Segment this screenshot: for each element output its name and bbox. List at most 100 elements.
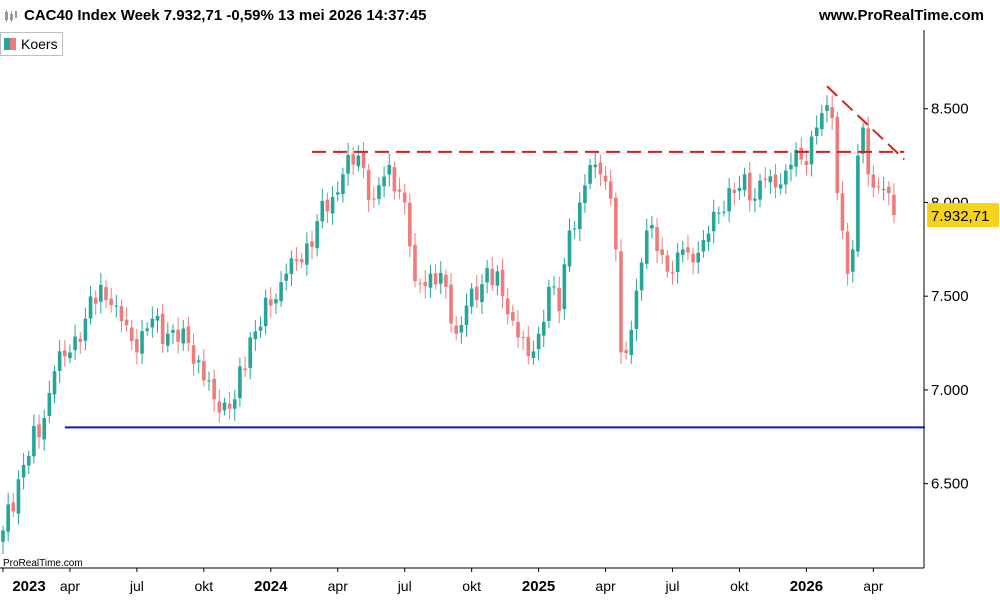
candle [397,177,402,200]
candle-body [567,230,572,267]
candle [166,322,170,353]
candle-body [315,221,319,249]
candle [624,341,628,360]
candle-body [274,299,278,304]
candle [480,274,484,315]
candle [315,214,319,257]
candle-body [536,333,541,350]
candle-body [47,393,52,416]
candle-body [861,127,865,154]
candle [516,309,520,349]
candle [330,186,335,225]
candle-body [732,189,737,194]
candle-body [521,337,525,339]
candle-body [387,164,392,175]
candle [711,199,716,244]
candle [433,264,438,290]
candle [732,182,737,206]
candle-body [820,113,824,130]
candle-body [284,273,289,281]
annotations-group [64,85,925,429]
candle [377,177,381,205]
candle-body [531,351,536,359]
candle [541,309,546,348]
candle [840,181,845,239]
candle [701,229,706,258]
candle [634,278,639,342]
candle [42,409,46,451]
candle [428,264,433,298]
candle [747,162,752,212]
candle-body [655,227,659,251]
candle-body [16,479,21,514]
x-tick-label: apr [328,578,349,594]
plot-area[interactable] [0,30,924,568]
candle [68,344,72,364]
candle-body [438,272,443,284]
candle [423,270,428,299]
candle [753,187,757,213]
candle [593,152,598,179]
candle-body [727,188,731,212]
candle [408,193,412,258]
candle-body [196,360,201,363]
candle-body [11,502,16,512]
candle-body [346,154,350,174]
candle-body [382,176,386,187]
candle-body [681,249,685,255]
candle-body [104,287,108,301]
candle-body [37,424,41,438]
candle [217,389,222,423]
candle-body [366,169,371,200]
candle-body [202,360,206,381]
candle-body [263,297,268,327]
candle-body [619,251,623,353]
candle [274,293,278,315]
candle [789,152,793,182]
candle [320,188,325,229]
candle [722,200,726,217]
candle [310,230,314,260]
candle [305,232,309,276]
candle-swatch-icon [4,38,16,50]
brand-link[interactable]: www.ProRealTime.com [818,7,984,24]
candle-body [784,170,788,185]
candle-body [26,455,31,466]
candle-body [428,273,433,288]
candle [258,316,263,338]
candle-body [665,255,670,272]
candle [387,153,392,187]
candle [691,248,695,275]
candle-body [99,284,103,302]
candle-body [572,228,577,230]
candle-body [541,321,546,336]
plot-background[interactable] [0,30,924,568]
candle [253,319,258,351]
candle [758,173,762,208]
candle-body [469,288,474,307]
y-tick-label: 7.500 [931,288,969,305]
candle [418,278,422,294]
candle [536,326,541,361]
candle [820,104,824,136]
candle-body [52,371,57,395]
candle [562,257,567,320]
candle [608,169,613,206]
candle-body [140,331,144,354]
candle-body [845,231,850,274]
candle [763,166,767,188]
candle [279,270,283,307]
x-tick-label: okt [462,578,481,594]
candle-body [289,258,294,275]
trendline-line [826,85,905,161]
candle-body [773,174,778,188]
candle [109,287,113,313]
y-tick-label: 7.000 [931,382,969,399]
chart-header: CAC40 Index Week 7.932,71 -0,59% 13 mei … [0,0,1000,32]
candle-body [238,366,242,399]
candle [52,365,57,404]
legend-item-koers[interactable]: Koers [0,32,63,56]
candle [588,159,592,190]
candle-body [320,200,325,222]
